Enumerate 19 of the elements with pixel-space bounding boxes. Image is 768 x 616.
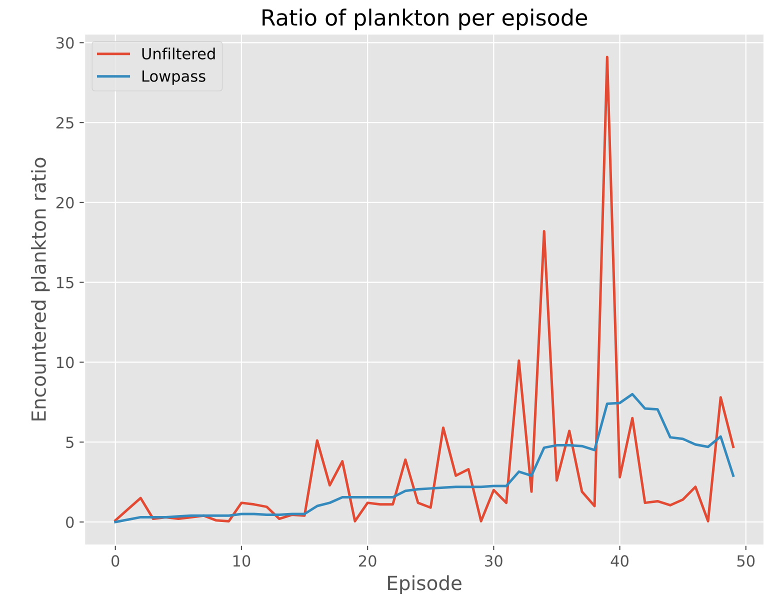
- x-tick-label: 20: [358, 555, 376, 567]
- y-tick-label: 15: [56, 276, 74, 288]
- y-tick-label: 5: [66, 436, 74, 448]
- x-axis-title: Episode: [388, 575, 462, 594]
- x-tick-label: 40: [610, 555, 628, 567]
- x-tick-label: 50: [737, 555, 755, 567]
- y-tick-label: 20: [56, 196, 74, 208]
- line-series: [114, 392, 735, 524]
- y-tick-label: 0: [66, 516, 74, 528]
- x-tick-label: 0: [112, 555, 120, 567]
- y-tick-label: 25: [56, 117, 74, 129]
- x-tick-label: 30: [485, 555, 502, 567]
- legend-label: Unfiltered: [142, 48, 215, 60]
- y-tick-label: 30: [56, 37, 74, 49]
- legend-label: Lowpass: [142, 70, 206, 85]
- x-tick-label: 10: [233, 555, 250, 567]
- chart-title: Ratio of plankton per episode: [262, 8, 588, 30]
- y-tick-label: 10: [56, 356, 74, 368]
- y-axis-title: Encountered plankton ratio: [30, 158, 50, 420]
